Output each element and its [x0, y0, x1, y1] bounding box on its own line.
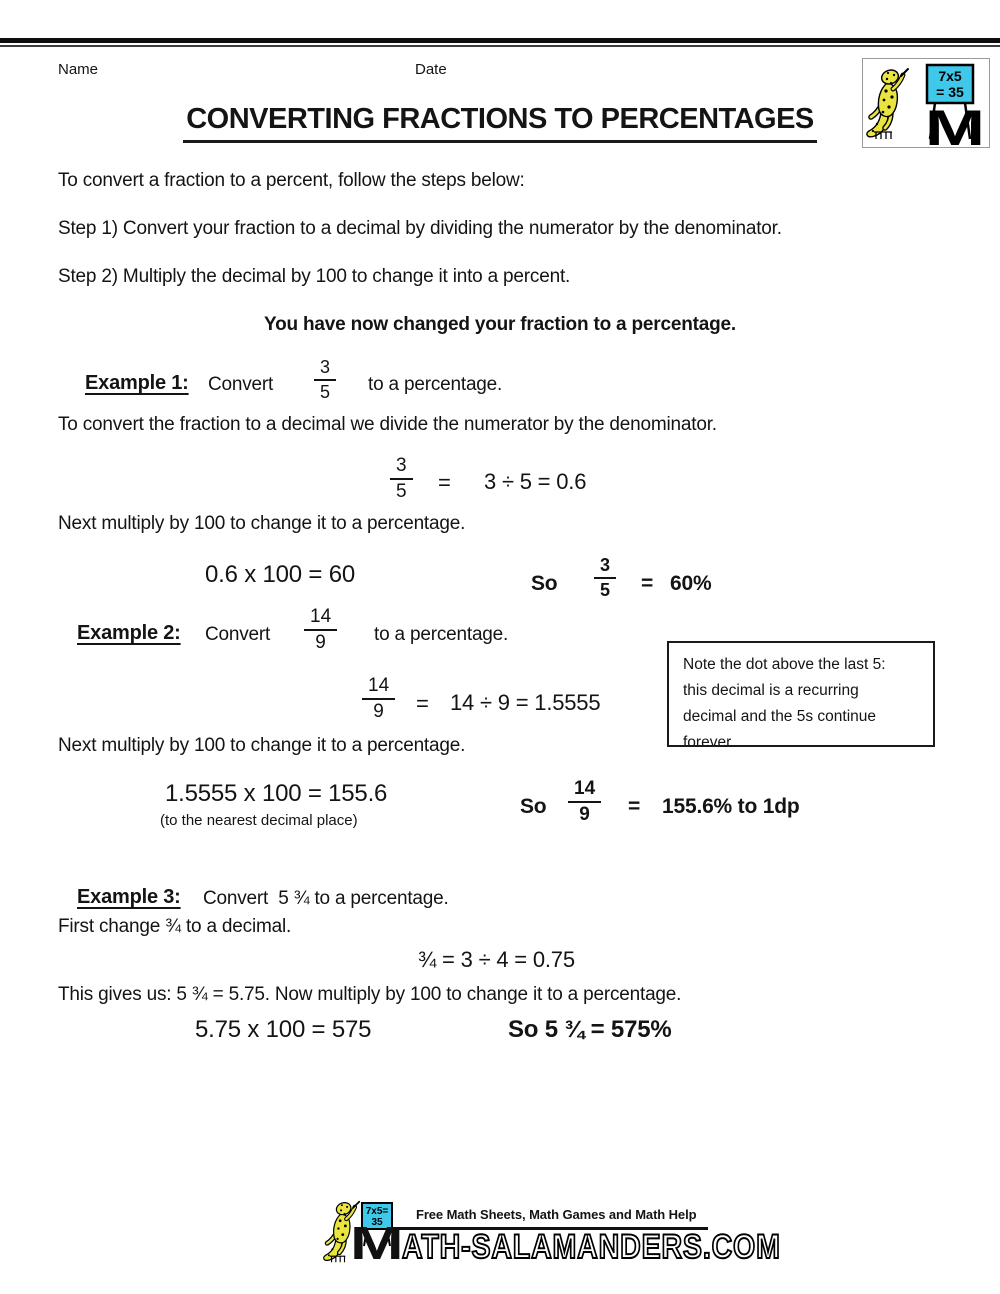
fraction-numerator: 3 [594, 556, 617, 579]
example2-label: Example 2: [77, 622, 181, 644]
footer-tagline: Free Math Sheets, Math Games and Math He… [416, 1207, 697, 1222]
note-line: forever. [683, 734, 735, 747]
example3-intro: Convert 5 ¾ to a percentage. [203, 888, 449, 909]
easel-legs [363, 1228, 391, 1247]
fraction-denominator: 5 [320, 381, 331, 402]
example1-convert: Convert [208, 374, 274, 395]
date-label: Date [415, 61, 447, 78]
fraction-numerator: 3 [314, 358, 337, 381]
example2-suffix: to a percentage. [374, 624, 509, 645]
fraction-denominator: 9 [373, 700, 384, 722]
example1-so-result: 60% [670, 572, 712, 595]
note-box: Note the dot above the last 5: this deci… [667, 641, 935, 747]
example1-next: Next multiply by 100 to change it to a p… [58, 513, 466, 534]
note-line: decimal and the 5s continue [683, 708, 877, 725]
example2-so-equals: = [628, 795, 641, 818]
intro-result: You have now changed your fraction to a … [264, 314, 736, 335]
example1-explain: To convert the fraction to a decimal we … [58, 414, 717, 435]
footer-monogram: M [350, 1217, 404, 1269]
fraction-numerator: 14 [568, 779, 602, 803]
salamander-icon [867, 68, 908, 139]
example2-eq-fraction: 14 9 [362, 676, 396, 722]
example1-so: So [531, 572, 558, 595]
footer-board-line2: 35 [371, 1217, 383, 1228]
example3-equation: ¾ = 3 ÷ 4 = 0.75 [418, 947, 575, 972]
example3-conclusion: So 5 ¾ = 575% [508, 1016, 672, 1043]
example1-so-fraction: 3 5 [594, 556, 617, 600]
example1-so-equals: = [641, 572, 654, 595]
intro-lead: To convert a fraction to a percent, foll… [58, 170, 525, 191]
easel-legs [928, 102, 972, 140]
example2-next: Next multiply by 100 to change it to a p… [58, 735, 466, 756]
example1-multiply: 0.6 x 100 = 60 [205, 561, 355, 588]
note-line: Note the dot above the last 5: [683, 656, 886, 673]
example3-multiply: 5.75 x 100 = 575 [195, 1016, 372, 1043]
header-logo: 7x5 = 35 M [862, 58, 990, 156]
example3-explain: This gives us: 5 ¾ = 5.75. Now multiply … [58, 984, 682, 1005]
footer-board-line1: 7x5= [366, 1206, 389, 1217]
fraction-denominator: 9 [579, 803, 590, 825]
logo-board [925, 63, 975, 105]
example2-convert: Convert [205, 624, 271, 645]
logo-board-line2: = 35 [936, 84, 964, 100]
example2-multiply: 1.5555 x 100 = 155.6 [165, 780, 388, 807]
logo-board-line1: 7x5 [938, 68, 962, 84]
example1-eq-fraction: 3 5 [390, 456, 413, 502]
footer-rule [396, 1227, 708, 1230]
example1-label: Example 1: [85, 372, 189, 394]
fraction-numerator: 14 [304, 607, 338, 631]
fraction-denominator: 5 [600, 579, 611, 600]
example2-so-result: 155.6% to 1dp [662, 795, 800, 818]
logo-monogram: M [925, 101, 985, 147]
header-logo-svg: 7x5 = 35 M [863, 63, 985, 156]
footer-site-text: ATH-SALAMANDERS.COM [401, 1228, 781, 1266]
example3-label: Example 3: [77, 886, 181, 908]
example2-so-fraction: 14 9 [568, 779, 602, 825]
example2-eq-equals: = [416, 691, 429, 716]
note-line: this decimal is a recurring [683, 682, 859, 699]
fraction-denominator: 5 [396, 480, 407, 502]
example2-fraction: 14 9 [304, 607, 338, 653]
intro-step2: Step 2) Multiply the decimal by 100 to c… [58, 266, 571, 287]
example1-fraction: 3 5 [314, 358, 337, 402]
footer-logo-svg: 7x5= 35 [322, 1200, 393, 1264]
footer-board [361, 1202, 393, 1230]
example2-multiply-note: (to the nearest decimal place) [160, 812, 358, 829]
page-title: CONVERTING FRACTIONS TO PERCENTAGES [183, 103, 817, 143]
example1-eq-result: 3 ÷ 5 = 0.6 [484, 469, 587, 494]
example1-suffix: to a percentage. [368, 374, 503, 395]
fraction-numerator: 3 [390, 456, 413, 480]
fraction-denominator: 9 [315, 631, 326, 653]
example2-eq-result: 14 ÷ 9 = 1.5555 [450, 690, 601, 715]
top-border-thin [0, 45, 1000, 47]
example1-eq-equals: = [438, 470, 451, 495]
name-label: Name [58, 61, 99, 78]
top-border-thick [0, 38, 1000, 43]
fraction-numerator: 14 [362, 676, 396, 700]
intro-step1: Step 1) Convert your fraction to a decim… [58, 218, 782, 239]
example3-first: First change ¾ to a decimal. [58, 916, 292, 937]
page-title-wrap: CONVERTING FRACTIONS TO PERCENTAGES [0, 103, 1000, 143]
example2-so: So [520, 795, 547, 818]
